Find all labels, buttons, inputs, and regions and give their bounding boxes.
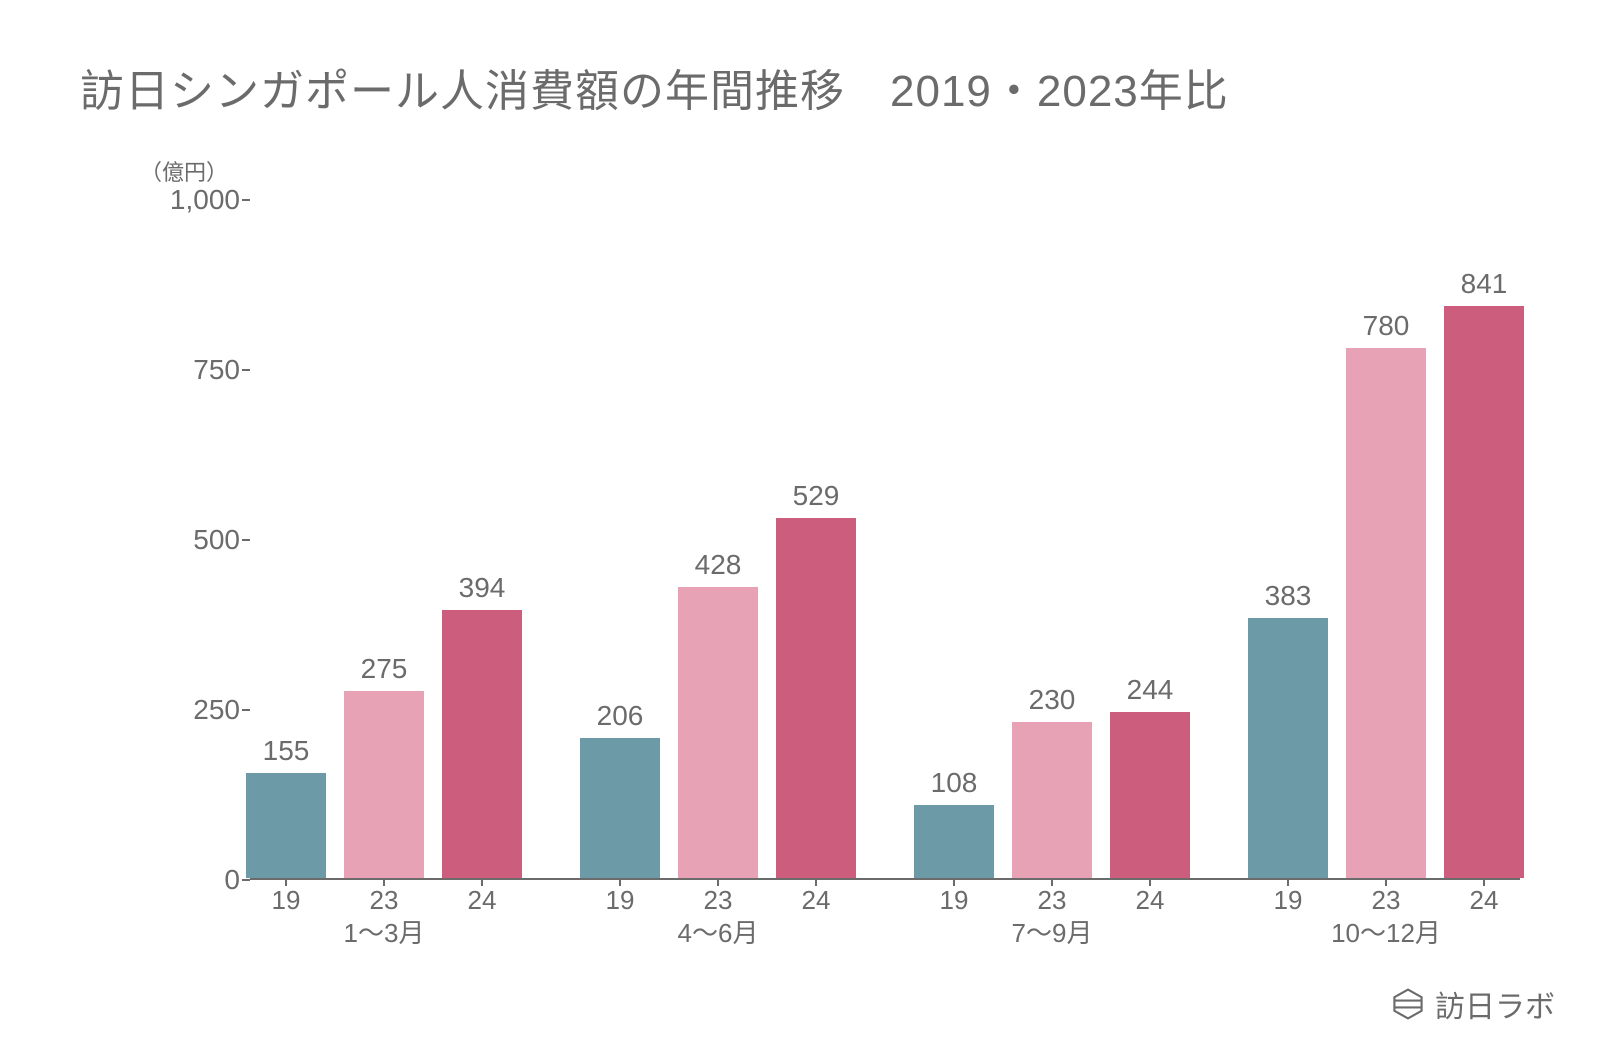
x-tick-mark [1051, 878, 1053, 886]
x-tick-mark [953, 878, 955, 886]
bar: 52924 [776, 518, 856, 878]
group-label: 4〜6月 [580, 913, 856, 950]
bar: 27523 [344, 691, 424, 878]
x-tick-year: 23 [678, 885, 758, 916]
bar-value-label: 155 [246, 735, 326, 767]
x-tick-year: 19 [580, 885, 660, 916]
bar-value-label: 841 [1444, 268, 1524, 300]
y-tick-mark [242, 879, 250, 881]
x-tick-mark [619, 878, 621, 886]
x-tick-mark [717, 878, 719, 886]
x-tick-year: 24 [1444, 885, 1524, 916]
x-tick-mark [481, 878, 483, 886]
y-axis-label: （億円） [140, 155, 228, 187]
y-tick-mark [242, 709, 250, 711]
bar: 23023 [1012, 722, 1092, 878]
group-label: 10〜12月 [1248, 913, 1524, 950]
bar: 15519 [246, 773, 326, 878]
bar: 24424 [1110, 712, 1190, 878]
bar-value-label: 383 [1248, 580, 1328, 612]
chart-title: 訪日シンガポール人消費額の年間推移 2019・2023年比 [80, 55, 1229, 119]
attribution: 訪日ラボ [1391, 982, 1555, 1026]
group-label: 7〜9月 [914, 913, 1190, 950]
x-tick-year: 19 [1248, 885, 1328, 916]
y-tick-mark [242, 369, 250, 371]
bar-value-label: 230 [1012, 684, 1092, 716]
attribution-icon [1391, 987, 1425, 1021]
x-tick-year: 19 [246, 885, 326, 916]
x-tick-mark [1149, 878, 1151, 886]
bar-value-label: 529 [776, 480, 856, 512]
bar-value-label: 275 [344, 653, 424, 685]
x-tick-year: 24 [1110, 885, 1190, 916]
x-tick-year: 23 [1346, 885, 1426, 916]
y-tick-label: 750 [160, 354, 240, 386]
y-tick-label: 500 [160, 524, 240, 556]
x-tick-mark [285, 878, 287, 886]
x-tick-mark [1287, 878, 1289, 886]
y-tick-mark [242, 199, 250, 201]
bar-value-label: 244 [1110, 674, 1190, 706]
y-tick-label: 250 [160, 694, 240, 726]
bar: 20619 [580, 738, 660, 878]
bar: 38319 [1248, 618, 1328, 878]
bar: 78023 [1346, 348, 1426, 878]
x-tick-year: 24 [442, 885, 522, 916]
bar-value-label: 394 [442, 572, 522, 604]
chart-container: 1551927523394241〜3月2061942823529244〜6月10… [160, 200, 1520, 920]
bar-value-label: 108 [914, 767, 994, 799]
bar-value-label: 780 [1346, 310, 1426, 342]
y-tick-label: 1,000 [160, 184, 240, 216]
bar: 39424 [442, 610, 522, 878]
x-tick-mark [383, 878, 385, 886]
x-tick-year: 24 [776, 885, 856, 916]
attribution-text: 訪日ラボ [1435, 982, 1555, 1026]
bar-value-label: 428 [678, 549, 758, 581]
x-tick-mark [1483, 878, 1485, 886]
x-tick-year: 19 [914, 885, 994, 916]
x-tick-mark [1385, 878, 1387, 886]
x-tick-year: 23 [344, 885, 424, 916]
bar: 42823 [678, 587, 758, 878]
plot-area: 1551927523394241〜3月2061942823529244〜6月10… [250, 200, 1520, 880]
x-tick-mark [815, 878, 817, 886]
x-tick-year: 23 [1012, 885, 1092, 916]
group-label: 1〜3月 [246, 913, 522, 950]
y-tick-mark [242, 539, 250, 541]
y-tick-label: 0 [160, 864, 240, 896]
bar-value-label: 206 [580, 700, 660, 732]
bar: 10819 [914, 805, 994, 878]
bar: 84124 [1444, 306, 1524, 878]
